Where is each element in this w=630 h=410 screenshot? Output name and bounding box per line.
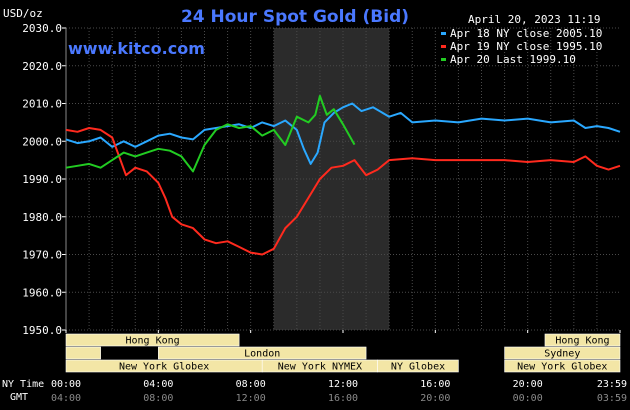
session-bar xyxy=(65,346,101,360)
y-tick-label: 1950.0 xyxy=(22,324,62,337)
session-bar xyxy=(158,346,367,360)
ny-tick-label: 12:00 xyxy=(328,379,358,390)
y-tick-label: 1980.0 xyxy=(22,211,62,224)
chart-title: 24 Hour Spot Gold (Bid) xyxy=(181,7,409,27)
y-tick-label: 1960.0 xyxy=(22,286,62,299)
session-bar xyxy=(65,333,240,347)
legend-entry: Apr 20 Last 1999.10 xyxy=(450,53,576,66)
ny-tick-label: 04:00 xyxy=(143,379,173,390)
legend-swatch xyxy=(441,58,446,61)
session-label: Sydney xyxy=(544,349,580,360)
session-label: Hong Kong xyxy=(125,336,179,347)
gmt-tick-label: 04:00 xyxy=(51,393,81,404)
series-line-2 xyxy=(65,127,621,256)
session-bar xyxy=(504,346,621,360)
y-axis: 2030.0 2020.0 2010.0 2000.0 1990.0 1980.0 1970… xyxy=(22,22,66,337)
plot-area xyxy=(65,27,621,331)
gmt-tick-label: 16:00 xyxy=(328,393,358,404)
x-axis: NY Time GMT 00:00 04:00 08:00 12:00 16:00 20:00… xyxy=(2,330,627,404)
session-bar xyxy=(377,359,459,373)
unit-label: USD/oz xyxy=(3,7,43,20)
ny-tick-label: 00:00 xyxy=(51,379,81,390)
session-label: Hong Kong xyxy=(555,336,609,347)
market-sessions: Hong Kong Hong Kong London Sydney New York G… xyxy=(65,333,621,373)
gmt-tick-label: 20:00 xyxy=(420,393,450,404)
ny-tick-label: 08:00 xyxy=(236,379,266,390)
timestamp: April 20, 2023 11:19 xyxy=(468,13,600,26)
y-tick-label: 1990.0 xyxy=(22,173,62,186)
session-label: London xyxy=(244,349,280,360)
gmt-tick-label: 12:00 xyxy=(236,393,266,404)
ny-tick-label: 16:00 xyxy=(420,379,450,390)
gmt-tick-label: 08:00 xyxy=(143,393,173,404)
gmt-tick-label: 00:00 xyxy=(513,393,543,404)
session-label: NY Globex xyxy=(391,362,445,373)
website-label: www.kitco.com xyxy=(68,39,205,58)
session-label: New York NYMEX xyxy=(278,362,362,373)
ny-time-label: NY Time xyxy=(2,379,44,390)
session-label: New York Globex xyxy=(517,362,607,373)
y-tick-label: 2020.0 xyxy=(22,60,62,73)
legend-swatch xyxy=(441,45,446,48)
series-line-3 xyxy=(65,94,356,173)
series-line-1 xyxy=(65,102,621,165)
y-tick-label: 1970.0 xyxy=(22,249,62,262)
legend-entry: Apr 19 NY close 1995.10 xyxy=(450,40,602,53)
y-tick-label: 2010.0 xyxy=(22,98,62,111)
gmt-label: GMT xyxy=(10,392,28,403)
ny-tick-label: 20:00 xyxy=(513,379,543,390)
y-tick-label: 2030.0 xyxy=(22,22,62,35)
legend-entry: Apr 18 NY close 2005.10 xyxy=(450,27,602,40)
y-tick-label: 2000.0 xyxy=(22,135,62,148)
session-label: New York Globex xyxy=(119,362,209,373)
legend-swatch xyxy=(441,32,446,35)
ny-tick-label: 23:59 xyxy=(597,379,627,390)
session-bar xyxy=(544,333,621,347)
gmt-tick-label: 03:59 xyxy=(597,393,627,404)
session-bar xyxy=(504,359,621,373)
